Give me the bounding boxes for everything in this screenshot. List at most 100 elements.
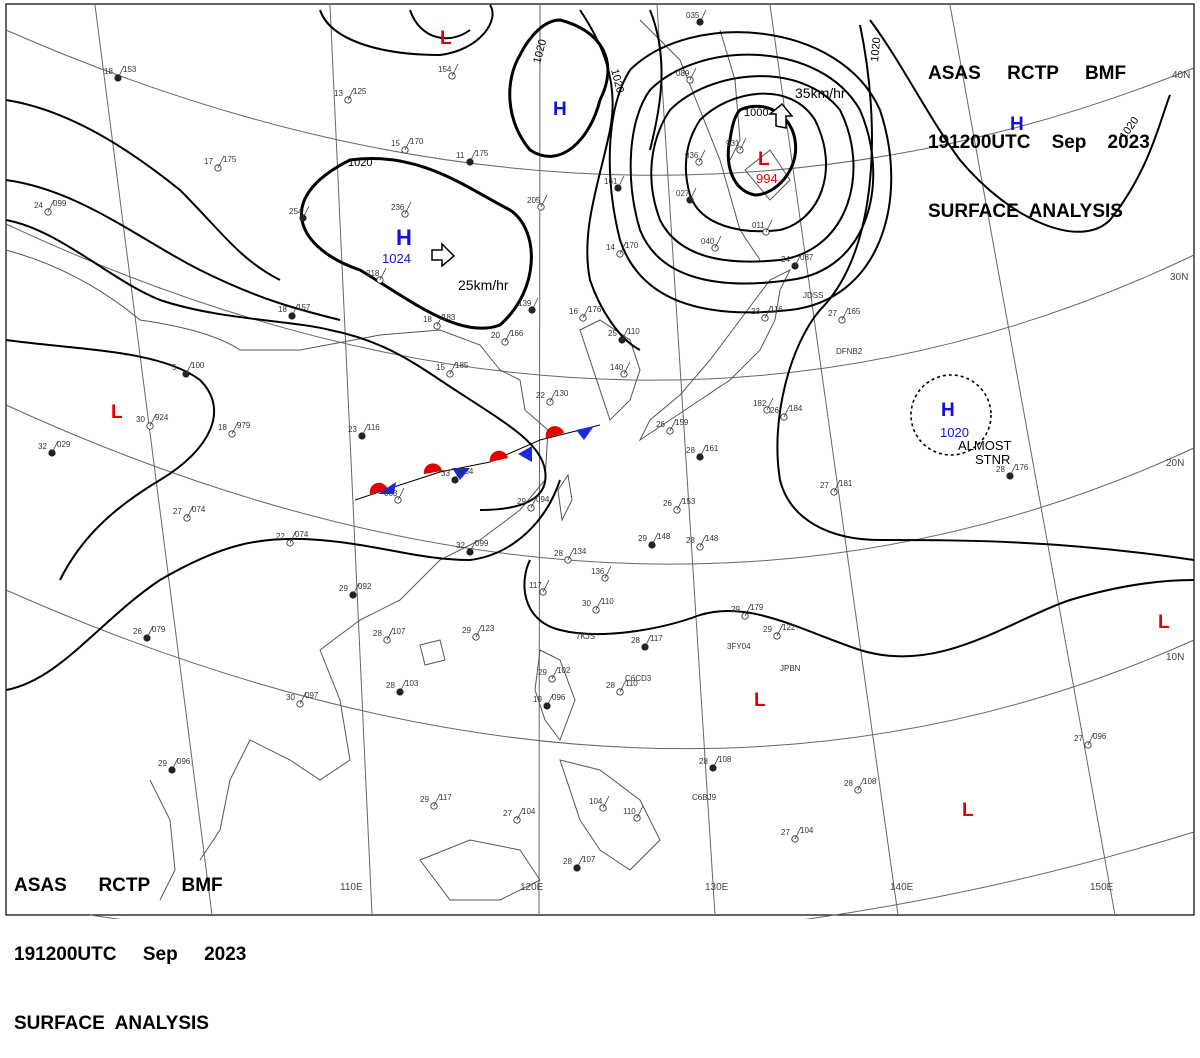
latitude-label: 30N	[1170, 272, 1188, 283]
station-pressure: 102	[557, 666, 571, 675]
station-temperature: 24	[34, 201, 43, 210]
station-plot: 28 108	[699, 755, 732, 772]
wind-barb	[676, 497, 684, 511]
station-plot: 20 166	[491, 329, 524, 346]
station-pressure: 097	[305, 691, 319, 700]
wind-barb	[347, 87, 355, 101]
low-symbol: L	[440, 28, 452, 49]
coast-japan	[638, 268, 792, 442]
station-temperature: 104	[589, 797, 603, 806]
wind-barb	[454, 467, 462, 481]
station-plot: 15 185	[436, 361, 469, 378]
coast-philippines-south	[559, 759, 661, 871]
isobar-north-strip	[319, 4, 494, 57]
title-line: SURFACE ANALYSIS	[928, 201, 1123, 222]
station-temperature: 28	[563, 857, 572, 866]
wind-barb	[531, 297, 539, 311]
station-temperature: 30	[582, 599, 591, 608]
front-cold-segment	[518, 446, 532, 462]
station-pressure: 157	[297, 303, 311, 312]
station-temperature: 110	[623, 807, 636, 816]
wind-barb	[302, 205, 310, 219]
wind-barb	[217, 155, 225, 169]
station-temperature: 28	[373, 629, 382, 638]
isobar-north-left	[409, 9, 471, 40]
isobar-southwest	[5, 479, 561, 691]
station-plot: 28 161	[686, 444, 719, 461]
meridian-150e	[949, 4, 1116, 916]
ship-identifiers: JDSS DFNB2 7KJS C6CD3 3FY04 JPBN C6BJ9	[576, 291, 863, 802]
station-pressure: 179	[750, 603, 764, 612]
station-temperature: 205	[527, 196, 541, 205]
isobar-ring-north-high	[508, 18, 610, 158]
station-plot: 32 099	[456, 539, 489, 556]
title-line: ASAS RCTP BMF	[928, 63, 1127, 84]
coast-borneo	[419, 839, 541, 901]
station-temperature: 27	[1074, 734, 1083, 743]
station-plot: 23 116	[348, 423, 380, 440]
high-center-pressure: 1024	[382, 251, 411, 266]
wind-barb	[714, 235, 722, 249]
pressure-systems: L H H 1024 25km/hr L 994 35km/hr H L H 1…	[111, 28, 1170, 821]
wind-barb	[546, 693, 554, 707]
station-plot: 29 179	[731, 603, 764, 620]
isobar-central-south	[523, 559, 1195, 658]
station-plot: 18 157	[278, 303, 311, 320]
low-symbol: L	[111, 402, 123, 423]
parallel-30n	[5, 223, 1195, 381]
station-temperature: 20	[491, 331, 500, 340]
station-plot: 25 110	[608, 327, 640, 344]
isobar-west-1	[5, 99, 281, 281]
station-temperature: 161	[604, 177, 618, 186]
high-symbol: H	[553, 99, 567, 120]
wind-barb	[857, 777, 865, 791]
station-plot: 32 029	[38, 440, 71, 457]
station-pressure: 165	[847, 307, 861, 316]
station-plot: 33 064	[441, 467, 474, 484]
station-plot: 28 108	[844, 777, 877, 794]
station-temperature: 17	[204, 157, 213, 166]
motion-arrow	[767, 102, 794, 129]
station-temperature: 036	[685, 151, 699, 160]
station-pressure: 103	[405, 679, 419, 688]
station-plot: 27 074	[173, 505, 206, 522]
front-warm-segment	[369, 482, 388, 494]
station-pressure: 099	[475, 539, 489, 548]
wind-barb	[540, 194, 548, 208]
station-plot: 205	[527, 194, 548, 211]
station-plot: 22 074	[276, 530, 309, 547]
station-pressure: 096	[552, 693, 566, 702]
station-plot: 27 165	[828, 307, 861, 324]
wind-barb	[794, 253, 802, 267]
front-cold-segment	[576, 426, 594, 440]
station-temperature: 23	[348, 425, 357, 434]
coast-russia	[639, 19, 761, 261]
station-temperature: 140	[610, 363, 624, 372]
wind-barb	[51, 440, 59, 454]
wind-barb	[617, 175, 625, 189]
parallel-0	[89, 831, 1195, 919]
longitude-label: 110E	[340, 882, 363, 893]
station-temperature: 28	[844, 779, 853, 788]
station-plot: 29 117	[420, 793, 452, 810]
station-temperature: 28	[996, 465, 1005, 474]
station-plot: 22 130	[536, 389, 569, 406]
meridian-110e	[329, 4, 373, 916]
wind-barb	[699, 9, 707, 23]
station-pressure: 074	[295, 530, 309, 539]
station-pressure: 130	[555, 389, 569, 398]
station-pressure: 170	[625, 241, 639, 250]
station-pressure: 029	[57, 440, 71, 449]
ship-id: 7KJS	[576, 632, 595, 641]
station-temperature: 15	[436, 363, 445, 372]
isobar-north-far-right	[649, 9, 663, 151]
wind-barb	[576, 855, 584, 869]
parallel-20n	[5, 404, 1195, 565]
wind-barb	[712, 755, 720, 769]
station-temperature: 154	[438, 65, 452, 74]
station-temperature: 32	[456, 541, 465, 550]
station-pressure: 107	[582, 855, 596, 864]
station-temperature: 28	[631, 636, 640, 645]
station-temperature: 14	[606, 243, 615, 252]
station-plot: 26 184	[770, 404, 803, 421]
